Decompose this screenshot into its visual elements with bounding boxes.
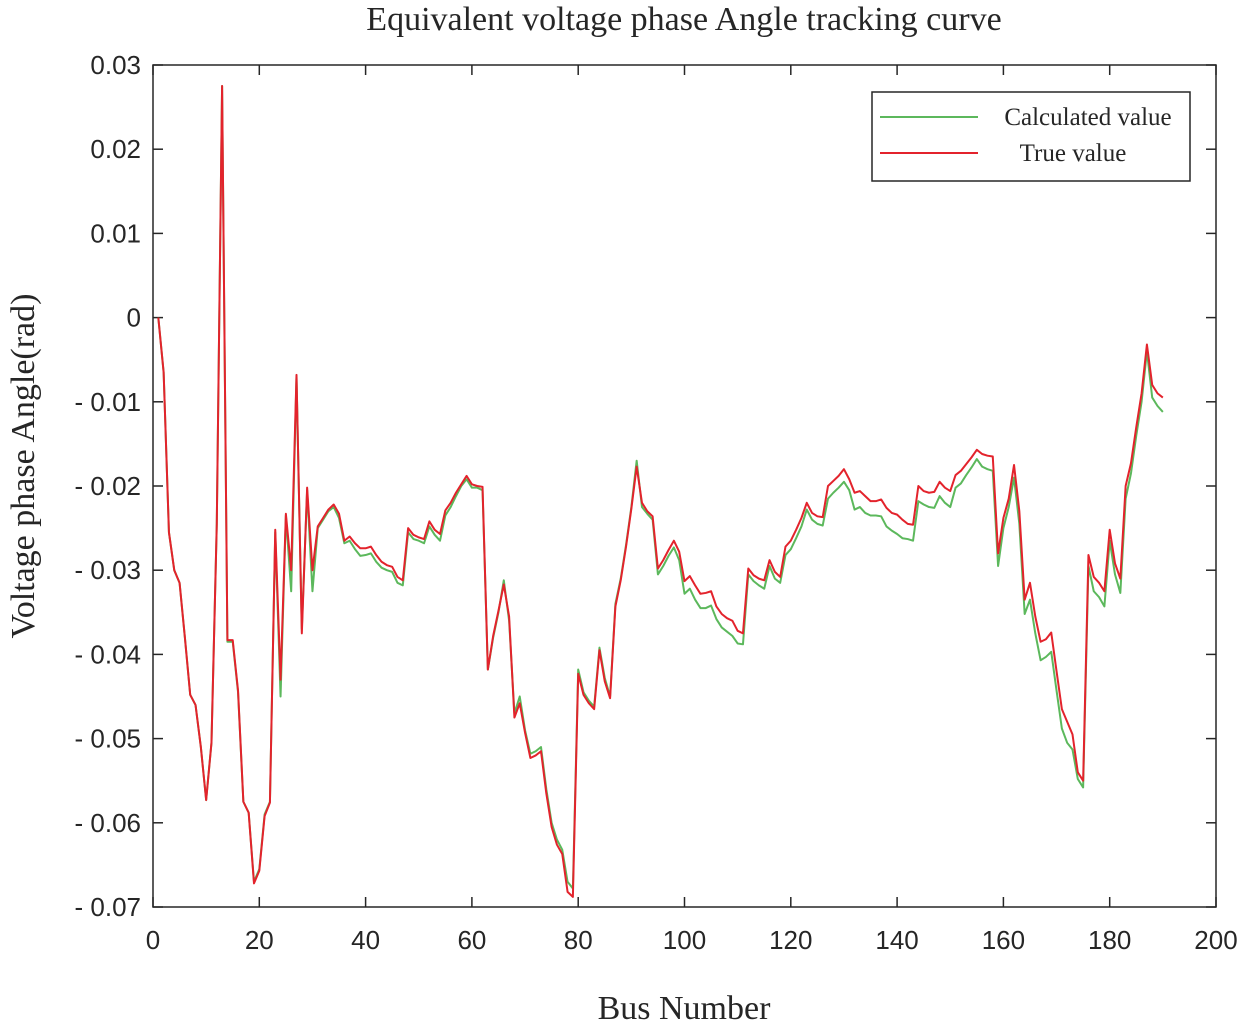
x-tick-label: 180 [1088,925,1131,955]
x-tick-label: 100 [663,925,706,955]
y-tick-label: - 0.07 [75,892,142,922]
y-tick-label: - 0.03 [75,555,142,585]
x-tick-label: 60 [457,925,486,955]
y-axis-label: Voltage phase Angle(rad) [5,294,42,639]
plot-area [152,64,1217,908]
y-tick-label: - 0.01 [75,387,142,417]
x-axis: 0 20 40 60 80 100 120 140 160 180 200 [146,65,1238,955]
chart-title: Equivalent voltage phase Angle tracking … [366,1,1001,38]
y-tick-label: - 0.04 [75,639,142,669]
y-tick-label: - 0.02 [75,471,142,501]
x-tick-label: 160 [982,925,1025,955]
y-tick-label: 0.01 [90,218,141,248]
legend-box [871,91,1191,182]
y-tick-label: 0.03 [90,50,141,80]
x-tick-label: 200 [1194,925,1237,955]
y-tick-label: - 0.05 [75,724,142,754]
y-tick-label: 0 [127,303,141,333]
series-layer [157,85,1164,898]
y-axis: 0.03 0.02 0.01 0 - 0.01 - 0.02 - 0.03 - 0.04 - 0… [75,50,1216,922]
x-axis-label: Bus Number [598,990,772,1026]
legend-label-calculated: Calculated value [1004,104,1171,131]
x-tick-label: 0 [146,925,160,955]
series-line-true-value [157,85,1164,898]
x-tick-label: 80 [564,925,593,955]
x-tick-label: 120 [769,925,812,955]
legend: Calculated value True value [871,91,1191,182]
x-tick-label: 140 [875,925,918,955]
y-tick-label: 0.02 [90,134,141,164]
x-tick-label: 40 [351,925,380,955]
x-tick-label: 20 [245,925,274,955]
legend-label-true: True value [1020,140,1127,167]
y-tick-label: - 0.06 [75,808,142,838]
